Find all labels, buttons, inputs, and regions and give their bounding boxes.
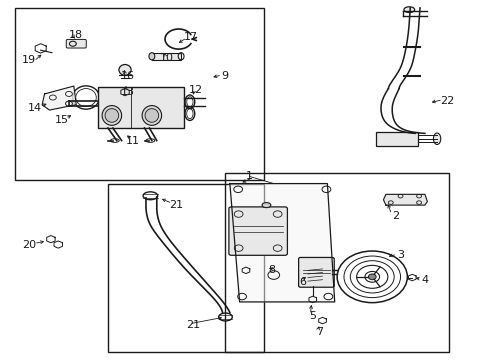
Bar <box>375 132 417 146</box>
Text: 5: 5 <box>308 311 316 321</box>
Bar <box>224 173 448 352</box>
Text: 21: 21 <box>169 200 183 210</box>
Ellipse shape <box>142 105 161 125</box>
Text: 17: 17 <box>183 32 198 41</box>
Ellipse shape <box>149 53 155 60</box>
Polygon shape <box>229 184 334 302</box>
Text: 15: 15 <box>55 115 68 125</box>
Ellipse shape <box>262 203 270 208</box>
Text: 11: 11 <box>125 136 139 145</box>
Text: 12: 12 <box>188 85 203 95</box>
Bar <box>15 8 264 180</box>
Ellipse shape <box>432 133 440 144</box>
Text: 22: 22 <box>439 96 453 106</box>
Polygon shape <box>383 194 427 205</box>
Text: 14: 14 <box>28 103 42 113</box>
Text: 13: 13 <box>120 87 134 97</box>
Text: 16: 16 <box>120 71 134 81</box>
Bar <box>152 53 181 60</box>
Ellipse shape <box>403 7 414 13</box>
Text: 20: 20 <box>22 239 36 249</box>
FancyBboxPatch shape <box>66 40 86 48</box>
Bar <box>98 87 183 128</box>
Text: 9: 9 <box>221 71 228 81</box>
Text: 18: 18 <box>69 30 83 40</box>
Text: 3: 3 <box>396 250 403 260</box>
FancyBboxPatch shape <box>298 257 333 287</box>
Ellipse shape <box>145 109 158 122</box>
Polygon shape <box>42 86 76 110</box>
Text: 19: 19 <box>22 55 36 65</box>
Text: 4: 4 <box>421 275 427 285</box>
Bar <box>108 184 264 352</box>
Text: 6: 6 <box>299 277 306 287</box>
FancyBboxPatch shape <box>228 207 287 255</box>
Text: 7: 7 <box>316 327 323 337</box>
Ellipse shape <box>105 109 119 122</box>
Ellipse shape <box>102 105 122 125</box>
Text: 8: 8 <box>267 265 274 275</box>
Text: 2: 2 <box>391 211 398 221</box>
Text: 10: 10 <box>159 53 173 63</box>
Text: 21: 21 <box>186 320 200 330</box>
Circle shape <box>367 274 375 280</box>
Ellipse shape <box>119 64 131 75</box>
Text: 1: 1 <box>245 171 252 181</box>
